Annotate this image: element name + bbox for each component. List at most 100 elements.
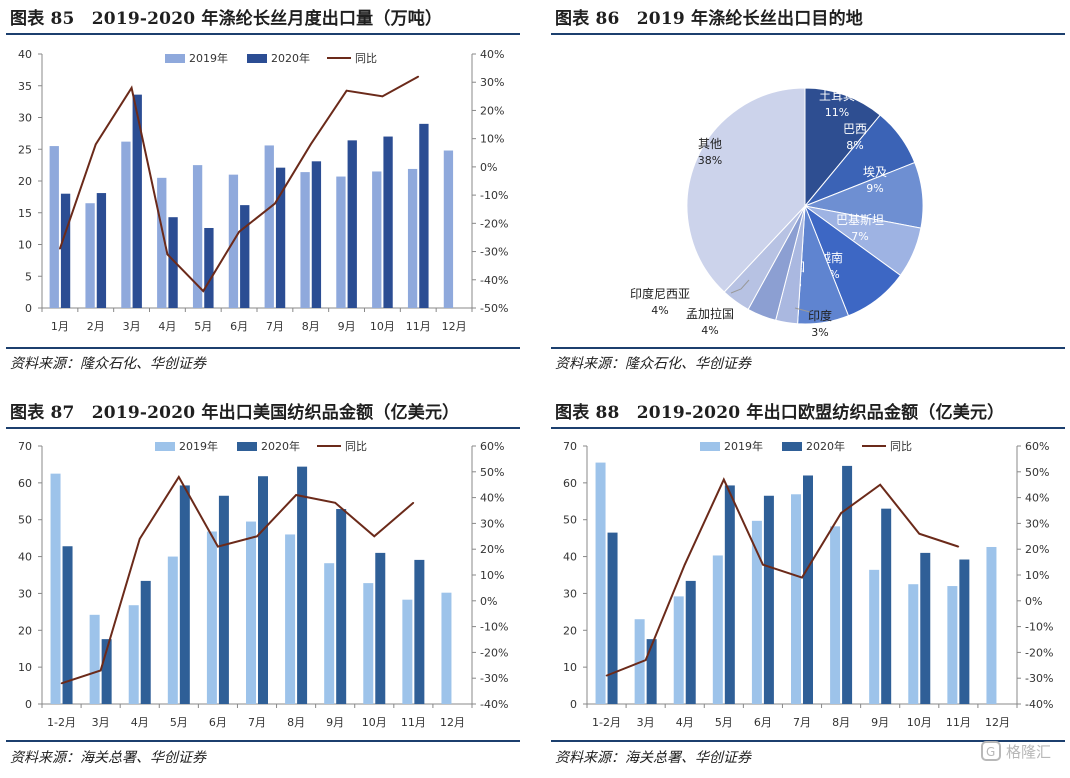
x-tick-label: 2月 (87, 320, 105, 333)
x-tick-label: 7月 (248, 716, 266, 729)
yoy-point (801, 576, 803, 579)
watermark-icon (981, 741, 1001, 761)
chart-title: 图表 87 2019-2020 年出口美国纺织品金额（亿美元） (10, 403, 460, 423)
watermark-icon-glyph: G (986, 745, 995, 759)
y2-tick-label: -10% (480, 189, 508, 202)
bar-2019 (402, 599, 413, 704)
y2-tick-label: 20% (480, 104, 504, 117)
yoy-point (762, 563, 764, 566)
x-tick-label: 1月 (51, 320, 69, 333)
y-tick-label: 15 (18, 207, 32, 220)
x-tick-label: 11月 (946, 716, 971, 729)
legend-label-2020: 2020年 (806, 439, 845, 453)
bar-2019 (206, 531, 217, 704)
bar-2020 (959, 559, 970, 704)
yoy-point (334, 501, 336, 504)
legend-swatch-2020 (782, 442, 802, 451)
bar-2019 (673, 596, 684, 704)
bar-2019 (50, 473, 61, 704)
x-tick-label: 9月 (326, 716, 344, 729)
x-tick-label: 6月 (754, 716, 772, 729)
bar-2020 (419, 123, 429, 308)
x-tick-label: 8月 (302, 320, 320, 333)
bar-2019 (167, 556, 178, 704)
pie-slice (686, 87, 806, 293)
bar-2020 (258, 476, 268, 704)
chart-86-svg: 土耳其11%巴西8%埃及9%巴基斯坦7%越南9%韩国7%印度3%孟加拉国4%印度… (630, 87, 924, 339)
y2-tick-label: -30% (1025, 672, 1053, 685)
bar-2020 (140, 580, 151, 704)
y2-tick-label: 50% (480, 466, 504, 479)
bar-2020 (62, 546, 73, 704)
legend-label-2020: 2020年 (271, 51, 310, 65)
x-tick-label: 1-2月 (47, 716, 76, 729)
y-tick-label: 5 (25, 270, 32, 283)
bar-2019 (947, 586, 958, 704)
chart-panel-88: 图表 88 2019-2020 年出口欧盟纺织品金额（亿美元） 0 10 20 30 4… (545, 394, 1065, 778)
source-rule (551, 740, 1065, 742)
source-rule (6, 347, 520, 349)
x-tick-label: 3月 (637, 716, 655, 729)
chart-panel-87: 图表 87 2019-2020 年出口美国纺织品金额（亿美元） 0 10 20 30 4… (0, 394, 520, 778)
source-note: 资料来源：隆众石化、华创证券 (555, 356, 751, 372)
pie-slice-pct: 7% (851, 230, 868, 243)
yoy-point (417, 75, 420, 78)
y2-tick-label: -20% (480, 646, 508, 659)
watermark-text: 格隆汇 (1006, 743, 1051, 761)
bar-2020 (132, 94, 142, 308)
y-tick-label: 30 (18, 587, 32, 600)
yoy-point (138, 538, 141, 540)
yoy-point (918, 532, 921, 535)
x-tick-label: 3月 (123, 320, 141, 333)
bar-2020 (204, 227, 214, 308)
legend-swatch-2020 (237, 442, 257, 451)
yoy-point (605, 674, 608, 677)
bar-2019 (336, 176, 346, 308)
pie-slice-pct: 38% (698, 154, 722, 167)
pie-slice-label: 巴基斯坦 (836, 213, 884, 227)
bar-2019 (407, 168, 418, 308)
bar-2020 (168, 217, 178, 308)
x-tick-label: 10月 (370, 320, 395, 333)
watermark-logo: G 格隆汇 (981, 741, 1051, 761)
bar-2020 (240, 205, 250, 308)
yoy-point (274, 202, 276, 205)
title-rule (6, 33, 520, 35)
bar-2020 (646, 639, 657, 704)
pie-slice-label: 印度尼西亚 (630, 286, 690, 301)
y2-tick-label: 30% (1025, 517, 1049, 530)
bar-2019 (285, 534, 296, 704)
x-tick-label: 11月 (401, 716, 426, 729)
bar-2019 (246, 521, 256, 704)
pie-slice-pct: 4% (651, 304, 668, 317)
y2-tick-label: -10% (480, 621, 508, 634)
pie-slice-label: 孟加拉国 (686, 306, 734, 321)
leader-line (794, 307, 811, 313)
yoy-line (606, 477, 959, 677)
x-tick-label: 8月 (287, 716, 305, 729)
legend-swatch-2019 (700, 442, 720, 451)
yoy-point (309, 143, 312, 146)
x-tick-label: 5月 (194, 320, 212, 333)
bar-2019 (85, 203, 95, 308)
y-tick-label: 50 (18, 514, 32, 527)
x-tick-label: 7月 (793, 716, 811, 729)
bar-2020 (763, 495, 774, 704)
y-tick-label: 20 (18, 624, 32, 637)
bar-2019 (89, 614, 100, 704)
yoy-point (412, 501, 415, 504)
y-tick-label: 30 (563, 587, 577, 600)
yoy-point (295, 494, 297, 496)
bar-2019 (300, 172, 310, 308)
y2-tick-label: 10% (480, 133, 504, 146)
bar-2019 (986, 546, 997, 704)
bar-2020 (96, 193, 107, 308)
yoy-point (130, 87, 133, 89)
x-tick-label: 1-2月 (592, 716, 621, 729)
y2-tick-label: -20% (480, 217, 508, 230)
bar-2020 (920, 552, 931, 704)
x-tick-label: 9月 (871, 716, 889, 729)
y2-tick-label: -30% (480, 672, 508, 685)
bar-2020 (414, 559, 425, 704)
title-rule (551, 427, 1065, 429)
